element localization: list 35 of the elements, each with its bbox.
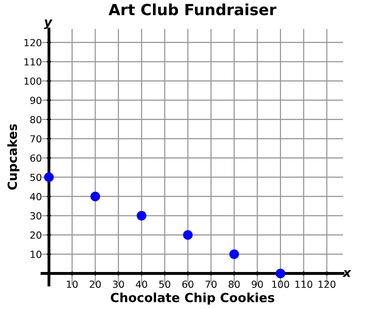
y-tick-label: 50	[30, 174, 42, 182]
y-tick-label: 70	[30, 135, 42, 143]
annotation: x	[342, 270, 352, 277]
x-tick-label: 50	[159, 280, 170, 288]
y-tick-label: 10	[30, 250, 42, 258]
y-tick-label: 30	[30, 212, 42, 220]
x-tick-label: 110	[295, 280, 312, 288]
point	[90, 192, 100, 202]
text: y	[44, 19, 53, 29]
point	[183, 230, 193, 240]
chart-title: Art Club Fundraiser	[108, 4, 276, 16]
x-tick-label: 70	[206, 280, 217, 288]
y-axis-title: Cupcakes	[7, 124, 20, 190]
x-tick-label: 100	[272, 280, 290, 288]
x-tick-label: 30	[112, 280, 124, 288]
x-tick-label: 60	[182, 280, 194, 288]
point	[44, 172, 54, 182]
y-tick-label: 80	[30, 116, 42, 124]
point	[136, 210, 146, 221]
point	[276, 268, 286, 278]
x-tick-label: 20	[90, 280, 101, 288]
y-tick-label: 90	[30, 96, 42, 104]
x-tick-label: 120	[318, 280, 336, 288]
x-tick-label: 40	[136, 280, 148, 288]
y-tick-label: 40	[30, 192, 42, 200]
point	[229, 249, 240, 260]
x-tick-label: 10	[66, 280, 78, 288]
y-tick-label: 20	[30, 231, 42, 239]
y-tick-label: 110	[24, 58, 42, 66]
x-axis-title: Chocolate Chip Cookies	[110, 292, 274, 305]
y-tick-label: 100	[24, 77, 42, 85]
x-tick-label: 90	[252, 280, 263, 288]
y-tick-label: 120	[24, 38, 42, 46]
y-tick-label: 60	[30, 154, 42, 162]
x-tick-label: 80	[228, 280, 240, 288]
